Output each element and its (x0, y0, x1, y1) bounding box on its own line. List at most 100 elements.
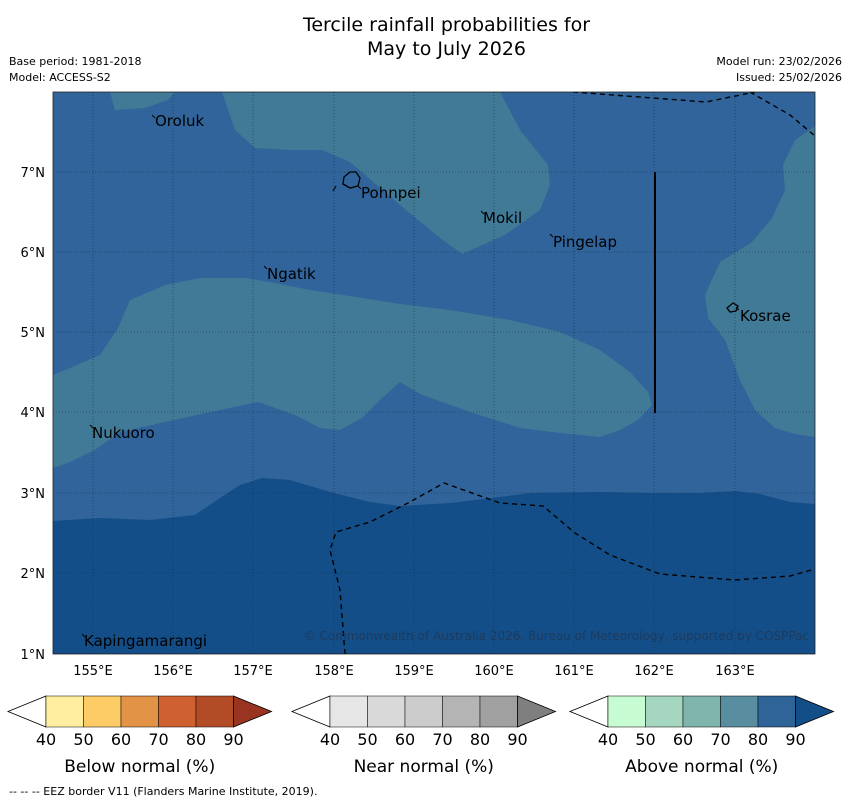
colorbar-swatch (442, 695, 481, 728)
colorbar-tick-label: 70 (148, 730, 168, 749)
longitude-labels: 155°E 156°E 157°E 158°E 159°E 160°E 161°E 162°E… (73, 664, 755, 679)
longitude-label: 155°E (73, 664, 113, 679)
latitude-label: 3°N (21, 487, 46, 502)
map-title-line-2: May to July 2026 (367, 38, 526, 60)
place-label-mokil: Mokil (483, 209, 522, 227)
colorbar-high-extension (233, 695, 273, 728)
place-labels: Oroluk Pohnpei Mokil Pingelap Ngatik Kosrae Nu… (84, 112, 791, 650)
colorbar-swatch (367, 695, 406, 728)
latitude-label: 7°N (21, 166, 46, 181)
colorbar-title: Near normal (%) (354, 757, 494, 777)
place-markers (81, 114, 740, 638)
colorbar-swatch (83, 695, 122, 728)
colorbar-legends: 40 50 60 70 80 90 Below normal (%) 40 50 60 70 80 90… (6, 695, 835, 777)
colorbar-tick-label: 90 (785, 730, 805, 749)
place-label-pingelap: Pingelap (553, 233, 617, 251)
region-above-60-east (705, 126, 815, 437)
map-frame (52, 91, 816, 655)
longitude-label: 163°E (715, 664, 755, 679)
colorbar-tick-label: 50 (73, 730, 93, 749)
colorbar-tick-label: 60 (395, 730, 415, 749)
place-marker (357, 185, 362, 190)
colorbar-legend: 40 50 60 70 80 90 Near normal (%) (290, 695, 557, 777)
meta-left: Base period: 1981-2018 Model: ACCESS-S2 (9, 54, 141, 86)
colorbar-high-extension (795, 695, 835, 728)
place-label-oroluk: Oroluk (155, 112, 204, 130)
place-marker (263, 265, 268, 270)
latitude-label: 4°N (21, 406, 46, 421)
place-marker (151, 114, 156, 119)
colorbar-tick-label: 60 (111, 730, 131, 749)
longitude-label: 160°E (474, 664, 514, 679)
colorbar-tick-label: 50 (357, 730, 377, 749)
latitude-label: 1°N (21, 648, 46, 663)
map-panel: Oroluk Pohnpei Mokil Pingelap Ngatik Kosrae Nu… (53, 92, 815, 654)
place-marker (735, 306, 740, 311)
eez-border (749, 92, 815, 137)
colorbar-title: Above normal (%) (625, 757, 778, 777)
colorbar-legend: 40 50 60 70 80 90 Above normal (%) (568, 695, 835, 777)
colorbar-swatch (158, 695, 197, 728)
place-label-ngatik: Ngatik (267, 265, 316, 283)
colorbar-tick-label: 80 (186, 730, 206, 749)
longitude-label: 159°E (394, 664, 434, 679)
meta-right: Model run: 23/02/2026 Issued: 25/02/2026 (716, 54, 842, 86)
latitude-label: 6°N (21, 246, 46, 261)
pohnpei-island (342, 171, 361, 189)
copyright-notice: © Commonwealth of Australia 2026, Bureau… (304, 629, 809, 643)
latitude-labels: 1°N 2°N 3°N 4°N 5°N 6°N 7°N (21, 166, 46, 663)
colorbar-swatch (329, 695, 368, 728)
colorbar-tick-label: 40 (598, 730, 618, 749)
colorbar-tick-label: 80 (470, 730, 490, 749)
colorbar-swatch (120, 695, 159, 728)
longitude-label: 162°E (634, 664, 674, 679)
colorbar-swatch (645, 695, 684, 728)
colorbar-high-extension (517, 695, 557, 728)
place-marker (549, 233, 554, 238)
latitude-label: 5°N (21, 326, 46, 341)
latitude-label: 2°N (21, 567, 46, 582)
base-period-text: Base period: 1981-2018 (9, 55, 142, 68)
region-above-60-northwest (110, 92, 175, 110)
colorbar-tick-label: 80 (748, 730, 768, 749)
place-label-kosrae: Kosrae (740, 307, 791, 325)
colorbar-low-extension (290, 695, 331, 728)
colorbar-low-extension (6, 695, 47, 728)
colorbar-tick-label: 40 (320, 730, 340, 749)
colorbar-legend: 40 50 60 70 80 90 Below normal (%) (6, 695, 273, 777)
colorbar-swatch (607, 695, 646, 728)
colorbar-swatch (720, 695, 759, 728)
colorbar-swatch (479, 695, 518, 728)
colorbar-tick-label: 50 (635, 730, 655, 749)
place-marker (89, 424, 94, 429)
ant-atoll-outline (332, 185, 337, 192)
region-above-60-north (222, 92, 550, 254)
colorbar-swatch (682, 695, 721, 728)
region-above-90 (53, 478, 815, 654)
eez-border-credit: -- -- -- EEZ border V11 (Flanders Marine… (9, 785, 318, 798)
colorbar-low-extension (568, 695, 609, 728)
model-name-text: Model: ACCESS-S2 (9, 71, 111, 84)
model-run-text: Model run: 23/02/2026 (716, 55, 842, 68)
place-label-nukuoro: Nukuoro (92, 424, 155, 442)
colorbar-swatch (404, 695, 443, 728)
colorbar-swatch (195, 695, 234, 728)
region-above-60-central (53, 278, 652, 468)
graticule (53, 92, 815, 654)
eez-border (329, 482, 815, 654)
colorbar-tick-label: 70 (710, 730, 730, 749)
issued-date-text: Issued: 25/02/2026 (735, 71, 842, 84)
map-title-line-1: Tercile rainfall probabilities for (302, 14, 591, 36)
colorbar-tick-label: 70 (432, 730, 452, 749)
colorbar-swatch (45, 695, 84, 728)
place-marker (81, 633, 86, 638)
longitude-label: 156°E (153, 664, 193, 679)
colorbar-title: Below normal (%) (64, 757, 215, 777)
longitude-label: 161°E (554, 664, 594, 679)
longitude-label: 157°E (233, 664, 273, 679)
colorbar-tick-label: 90 (223, 730, 243, 749)
longitude-label: 158°E (314, 664, 354, 679)
colorbar-tick-label: 90 (507, 730, 527, 749)
colorbar-swatch (757, 695, 796, 728)
